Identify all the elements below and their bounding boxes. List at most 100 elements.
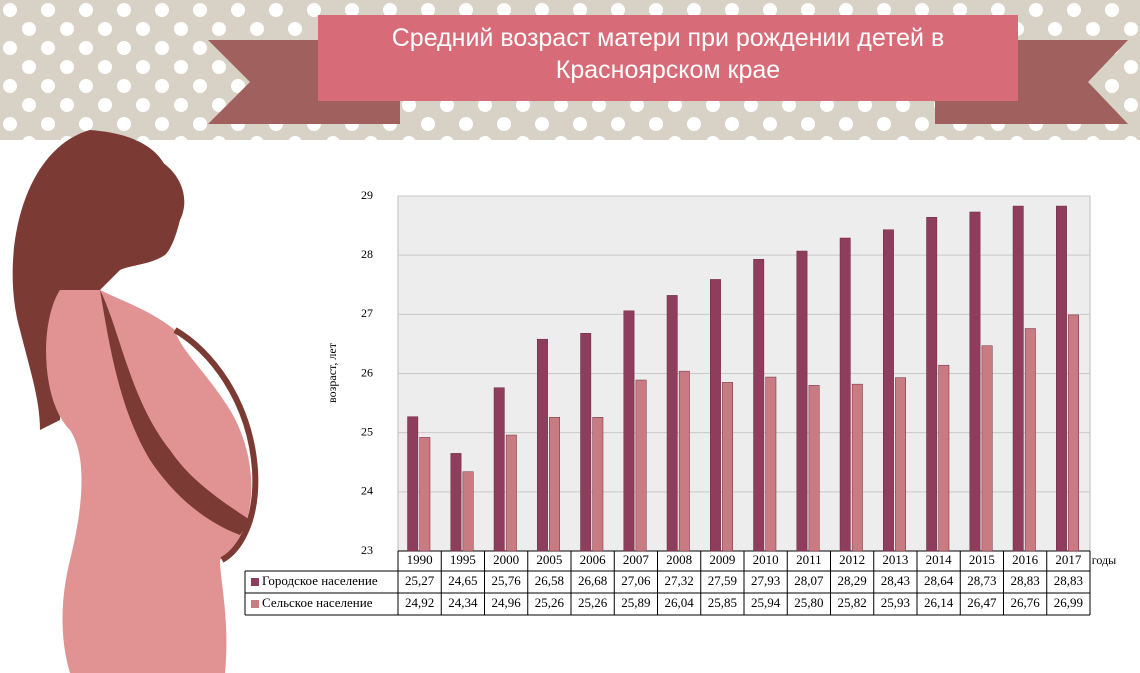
bar xyxy=(1068,314,1080,552)
x-tick-label: 2005 xyxy=(536,552,562,567)
head xyxy=(60,150,185,290)
legend-swatch xyxy=(251,578,259,586)
value-label: 25,85 xyxy=(708,595,737,610)
bar xyxy=(883,229,894,552)
y-tick-label: 26 xyxy=(361,365,373,379)
x-tick-label: 2009 xyxy=(709,552,735,567)
x-tick-label: 2012 xyxy=(839,552,865,567)
x-tick-label: 2007 xyxy=(623,552,650,567)
belly-outline xyxy=(173,327,259,563)
value-label: 24,34 xyxy=(448,595,478,610)
chart-title: Средний возраст матери при рождении дете… xyxy=(391,24,945,84)
x-tick-label: 2011 xyxy=(796,552,822,567)
bar xyxy=(592,417,604,552)
legend-label: Сельское население xyxy=(262,595,373,610)
bar xyxy=(1012,205,1024,552)
bar xyxy=(808,385,820,552)
y-tick-label: 23 xyxy=(361,543,373,557)
x-tick-label: 2010 xyxy=(753,552,779,567)
value-label: 26,58 xyxy=(535,573,564,588)
value-label: 27,59 xyxy=(708,573,737,588)
value-label: 28,43 xyxy=(881,573,910,588)
bar xyxy=(462,471,474,552)
value-label: 24,92 xyxy=(405,595,434,610)
bar xyxy=(493,387,505,552)
x-tick-label: 2013 xyxy=(882,552,908,567)
bar xyxy=(765,376,777,552)
value-label: 25,89 xyxy=(621,595,650,610)
bar xyxy=(623,310,635,552)
value-label: 26,14 xyxy=(924,595,954,610)
value-label: 26,47 xyxy=(967,595,997,610)
legend-label: Городское население xyxy=(262,573,378,588)
value-label: 28,83 xyxy=(1011,573,1040,588)
x-tick-label: 2006 xyxy=(580,552,607,567)
bar xyxy=(895,377,907,552)
value-label: 24,65 xyxy=(448,573,477,588)
value-label: 28,07 xyxy=(794,573,824,588)
y-tick-label: 24 xyxy=(361,484,373,498)
bar xyxy=(938,364,950,552)
y-axis-label: возраст, лет xyxy=(325,342,339,403)
bar xyxy=(549,417,561,552)
arm xyxy=(100,290,250,535)
x-tick-label: 2000 xyxy=(493,552,519,567)
value-label: 25,26 xyxy=(535,595,565,610)
y-tick-label: 27 xyxy=(361,306,373,320)
value-label: 26,68 xyxy=(578,573,607,588)
y-tick-label: 25 xyxy=(361,424,373,438)
value-label: 25,82 xyxy=(838,595,867,610)
bar xyxy=(839,237,851,552)
bar xyxy=(450,453,462,552)
value-label: 26,99 xyxy=(1054,595,1083,610)
bar xyxy=(981,345,993,552)
bar xyxy=(851,383,863,552)
x-tick-label: 2015 xyxy=(969,552,995,567)
value-label: 28,64 xyxy=(924,573,954,588)
bar xyxy=(753,259,765,552)
legend-swatch xyxy=(251,600,259,608)
bar xyxy=(969,211,981,552)
y-tick-label: 28 xyxy=(361,247,373,261)
x-tick-label: 2016 xyxy=(1012,552,1039,567)
value-label: 25,94 xyxy=(751,595,781,610)
value-label: 25,76 xyxy=(492,573,522,588)
value-label: 24,96 xyxy=(492,595,522,610)
value-label: 28,73 xyxy=(967,573,996,588)
value-label: 25,27 xyxy=(405,573,435,588)
value-label: 25,93 xyxy=(881,595,910,610)
value-label: 27,06 xyxy=(621,573,651,588)
y-tick-label: 29 xyxy=(361,188,373,202)
bar xyxy=(537,338,548,552)
value-label: 27,32 xyxy=(665,573,694,588)
x-axis-label: годы xyxy=(1092,553,1116,567)
dress xyxy=(46,290,252,673)
value-label: 28,29 xyxy=(838,573,867,588)
x-tick-label: 2017 xyxy=(1055,552,1082,567)
bar xyxy=(1056,205,1067,552)
bar xyxy=(635,379,647,552)
bar xyxy=(722,382,734,552)
value-label: 27,93 xyxy=(751,573,780,588)
bar xyxy=(796,250,808,552)
bar xyxy=(407,416,419,552)
bar xyxy=(678,370,690,552)
x-tick-label: 2008 xyxy=(666,552,692,567)
bar xyxy=(926,217,938,552)
bar xyxy=(505,434,517,552)
value-label: 25,80 xyxy=(794,595,823,610)
bar xyxy=(1024,328,1036,552)
value-label: 28,83 xyxy=(1054,573,1083,588)
x-tick-label: 1995 xyxy=(450,552,476,567)
value-label: 26,76 xyxy=(1011,595,1041,610)
value-label: 26,04 xyxy=(665,595,695,610)
x-tick-label: 1990 xyxy=(407,552,433,567)
bar xyxy=(580,333,592,552)
x-tick-label: 2014 xyxy=(926,552,953,567)
value-label: 25,26 xyxy=(578,595,608,610)
title-box: Средний возраст матери при рождении дете… xyxy=(391,24,945,84)
title-banner xyxy=(318,15,1018,101)
bar xyxy=(666,295,678,552)
